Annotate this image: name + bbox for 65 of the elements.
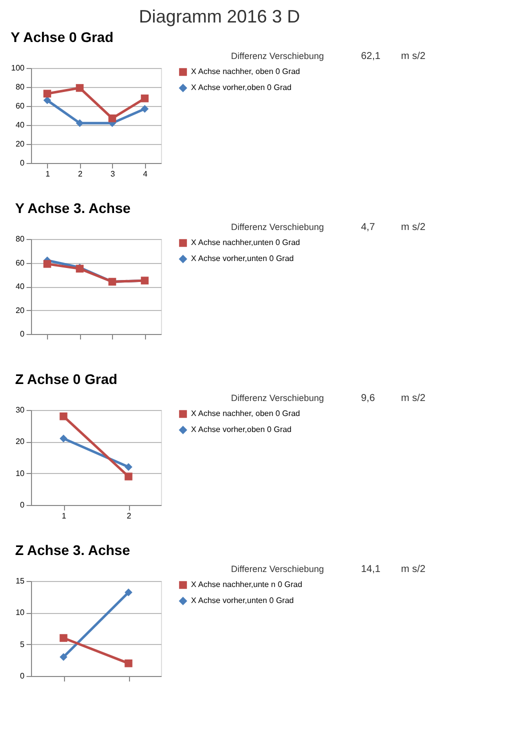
text: Differenz Verschiebung [231,564,324,574]
y-tick-label: 80 [16,234,26,244]
point [43,260,52,268]
point [124,588,132,596]
point [76,84,84,92]
y-tick-label: 40 [16,282,26,291]
text: Differenz Verschiebung [231,222,324,232]
y-tick-label: 5 [20,640,26,649]
text: Diagramm 2016 3 D [138,6,300,26]
y-tick-label: 10 [16,468,26,478]
legend-label: X Achse nachher,unte n 0 Grad [191,580,302,589]
point [60,653,68,661]
y-tick-label: 80 [16,82,26,92]
y-tick-label: 100 [11,64,26,72]
y-tick-label: 20 [16,306,26,315]
x-tick-label: 4 [143,170,148,178]
y-tick-label: 40 [16,120,26,130]
y-tick-label: 60 [16,258,26,268]
text: 62,1 [361,51,381,62]
chart-title: Z Achse 0 Grad [15,371,118,387]
y-tick-label: 0 [20,330,26,338]
x-tick-label: 1 [46,170,51,178]
y-tick-label: 60 [16,102,26,110]
point [124,463,132,471]
y-tick-label: 0 [20,500,26,510]
text: m s/2 [401,393,426,404]
text: m s/2 [401,564,426,575]
point [140,104,149,113]
x-tick-label: 1 [62,512,67,520]
legend-label: X Achse nachher, oben 0 Grad [191,67,300,76]
text: 14,1 [361,564,381,575]
point [60,434,68,442]
legend-label: X Achse vorher,oben 0 Grad [191,425,292,434]
point [60,634,68,642]
point [43,90,52,98]
point [76,119,84,127]
point [60,412,68,420]
legend-label: X Achse vorher,oben 0 Grad [191,83,292,92]
chart-title: Y Achse 3. Achse [15,200,131,216]
point [108,114,116,122]
chart-title: Z Achse 3. Achse [15,542,130,558]
point [124,472,132,480]
x-tick-label: 2 [78,170,84,178]
legend-label: X Achse vorher,unten 0 Grad [191,254,294,263]
point [140,94,149,102]
y-tick-label: 20 [16,140,26,148]
legend-label: X Achse nachher,unten 0 Grad [191,238,300,247]
chart-subtitle: Y Achse 0 Grad [10,29,114,45]
legend-label: X Achse vorher,unten 0 Grad [191,596,294,605]
point [124,659,132,668]
y-tick-label: 15 [16,576,26,586]
legend-label: X Achse nachher, oben 0 Grad [191,409,300,418]
text: m s/2 [401,222,426,233]
text: 4,7 [361,222,376,233]
x-tick-label: 2 [126,512,132,520]
y-tick-label: 0 [20,672,26,680]
text: Differenz Verschiebung [231,393,324,403]
y-tick-label: 30 [16,406,26,414]
text: Differenz Verschiebung [231,51,324,61]
x-tick-label: 3 [110,170,116,178]
y-tick-label: 10 [16,608,26,618]
text: m s/2 [401,51,426,62]
y-tick-label: 0 [20,158,26,168]
y-tick-label: 20 [16,437,26,446]
text: 9,6 [361,393,376,404]
